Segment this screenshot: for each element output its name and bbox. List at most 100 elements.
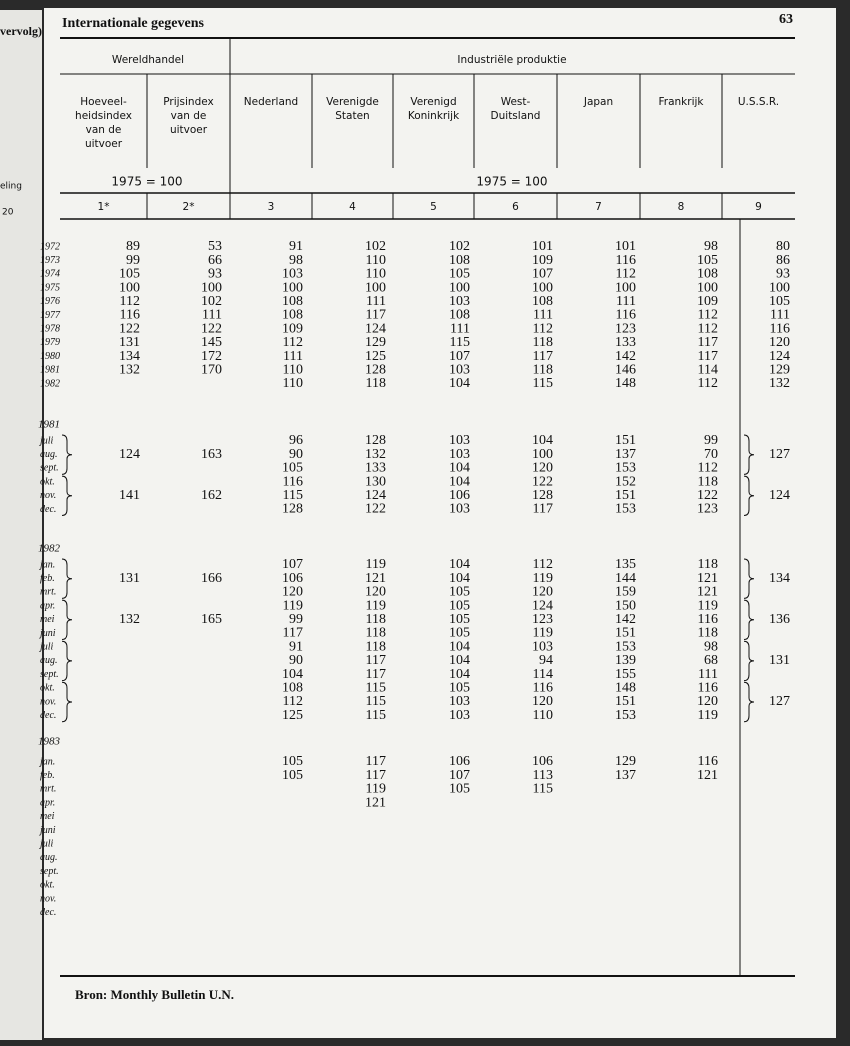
cell-value: 153 bbox=[615, 502, 636, 517]
row-label: jan. bbox=[38, 559, 55, 570]
cell-value: 131 bbox=[769, 653, 790, 668]
base-note: 1975 = 100 bbox=[111, 175, 182, 189]
cell-value: 116 bbox=[770, 321, 790, 336]
cell-value: 105 bbox=[449, 267, 470, 282]
cell-value: 152 bbox=[615, 474, 636, 489]
cell-value: 116 bbox=[533, 681, 553, 696]
cell-value: 105 bbox=[697, 253, 718, 268]
cell-value: 103 bbox=[449, 294, 470, 309]
cell-value: 121 bbox=[697, 571, 718, 586]
cell-value: 132 bbox=[119, 363, 140, 378]
cell-value: 121 bbox=[365, 795, 386, 810]
row-label: 1977 bbox=[40, 310, 61, 321]
cell-value: 115 bbox=[283, 488, 303, 503]
column-header: Verenigd bbox=[410, 96, 456, 108]
cell-value: 106 bbox=[449, 754, 470, 769]
cell-value: 105 bbox=[769, 294, 790, 309]
cell-value: 128 bbox=[532, 488, 553, 503]
cell-value: 100 bbox=[449, 280, 470, 295]
cell-value: 121 bbox=[697, 585, 718, 600]
cell-value: 117 bbox=[698, 335, 718, 350]
brace bbox=[61, 681, 73, 723]
page-number: 63 bbox=[779, 12, 793, 27]
row-label: sept. bbox=[40, 463, 59, 474]
row-label: feb. bbox=[40, 573, 55, 584]
cell-value: 110 bbox=[533, 708, 553, 723]
cell-value: 117 bbox=[366, 754, 386, 769]
cell-value: 146 bbox=[615, 363, 636, 378]
cell-value: 118 bbox=[366, 376, 386, 391]
cell-value: 90 bbox=[289, 653, 303, 668]
cell-value: 113 bbox=[533, 768, 553, 783]
cell-value: 112 bbox=[283, 335, 303, 350]
row-label: juni bbox=[38, 628, 56, 639]
cell-value: 104 bbox=[449, 639, 470, 654]
cell-value: 115 bbox=[366, 708, 386, 723]
cell-value: 100 bbox=[532, 280, 553, 295]
cell-value: 165 bbox=[201, 612, 222, 627]
cell-value: 135 bbox=[615, 557, 636, 572]
cell-value: 103 bbox=[449, 447, 470, 462]
cell-value: 104 bbox=[449, 571, 470, 586]
cell-value: 99 bbox=[126, 253, 140, 268]
cell-value: 99 bbox=[704, 433, 718, 448]
cell-value: 118 bbox=[366, 612, 386, 627]
cell-value: 107 bbox=[282, 557, 303, 572]
cell-value: 101 bbox=[615, 239, 636, 254]
brace bbox=[743, 558, 755, 599]
cell-value: 148 bbox=[615, 376, 636, 391]
column-number: 7 bbox=[595, 201, 602, 213]
row-label: mrt. bbox=[40, 587, 56, 598]
cell-value: 105 bbox=[449, 598, 470, 613]
cell-value: 117 bbox=[533, 349, 553, 364]
cell-value: 120 bbox=[769, 335, 790, 350]
cell-value: 107 bbox=[449, 768, 470, 783]
row-label: aug. bbox=[40, 852, 58, 863]
facing-page bbox=[0, 10, 42, 1040]
footer-source: Bron: Monthly Bulletin U.N. bbox=[75, 987, 234, 1002]
cell-value: 128 bbox=[282, 502, 303, 517]
brace bbox=[743, 434, 755, 475]
cell-value: 153 bbox=[615, 639, 636, 654]
cell-value: 111 bbox=[366, 294, 386, 309]
cell-value: 105 bbox=[282, 768, 303, 783]
cell-value: 115 bbox=[450, 335, 470, 350]
brace bbox=[61, 558, 73, 599]
row-label: aug. bbox=[40, 655, 58, 666]
column-number: 2* bbox=[183, 201, 195, 213]
margin-label: 20 bbox=[2, 208, 14, 218]
cell-value: 100 bbox=[769, 280, 790, 295]
column-header: van de bbox=[86, 124, 122, 136]
margin-label: eling bbox=[0, 182, 22, 192]
cell-value: 80 bbox=[776, 239, 790, 254]
cell-value: 129 bbox=[769, 363, 790, 378]
cell-value: 131 bbox=[119, 571, 140, 586]
cell-value: 116 bbox=[120, 308, 140, 323]
cell-value: 102 bbox=[365, 239, 386, 254]
section-label: 1982 bbox=[38, 543, 61, 555]
cell-value: 131 bbox=[119, 335, 140, 350]
cell-value: 128 bbox=[365, 363, 386, 378]
row-label: 1974 bbox=[40, 269, 60, 280]
row-label: 1975 bbox=[40, 282, 60, 293]
cell-value: 132 bbox=[769, 376, 790, 391]
cell-value: 118 bbox=[698, 474, 718, 489]
column-header: Nederland bbox=[244, 96, 298, 108]
cell-value: 112 bbox=[698, 461, 718, 476]
cell-value: 98 bbox=[704, 639, 718, 654]
cell-value: 104 bbox=[449, 667, 470, 682]
cell-value: 132 bbox=[119, 612, 140, 627]
cell-value: 118 bbox=[366, 626, 386, 641]
cell-value: 111 bbox=[202, 308, 222, 323]
cell-value: 117 bbox=[366, 667, 386, 682]
cell-value: 153 bbox=[615, 461, 636, 476]
cell-value: 133 bbox=[365, 461, 386, 476]
cell-value: 153 bbox=[615, 708, 636, 723]
section-label: 1981 bbox=[38, 419, 60, 431]
brace bbox=[61, 475, 73, 516]
cell-value: 112 bbox=[283, 694, 303, 709]
cell-value: 91 bbox=[289, 239, 303, 254]
cell-value: 109 bbox=[697, 294, 718, 309]
cell-value: 130 bbox=[365, 474, 386, 489]
cell-value: 103 bbox=[449, 433, 470, 448]
